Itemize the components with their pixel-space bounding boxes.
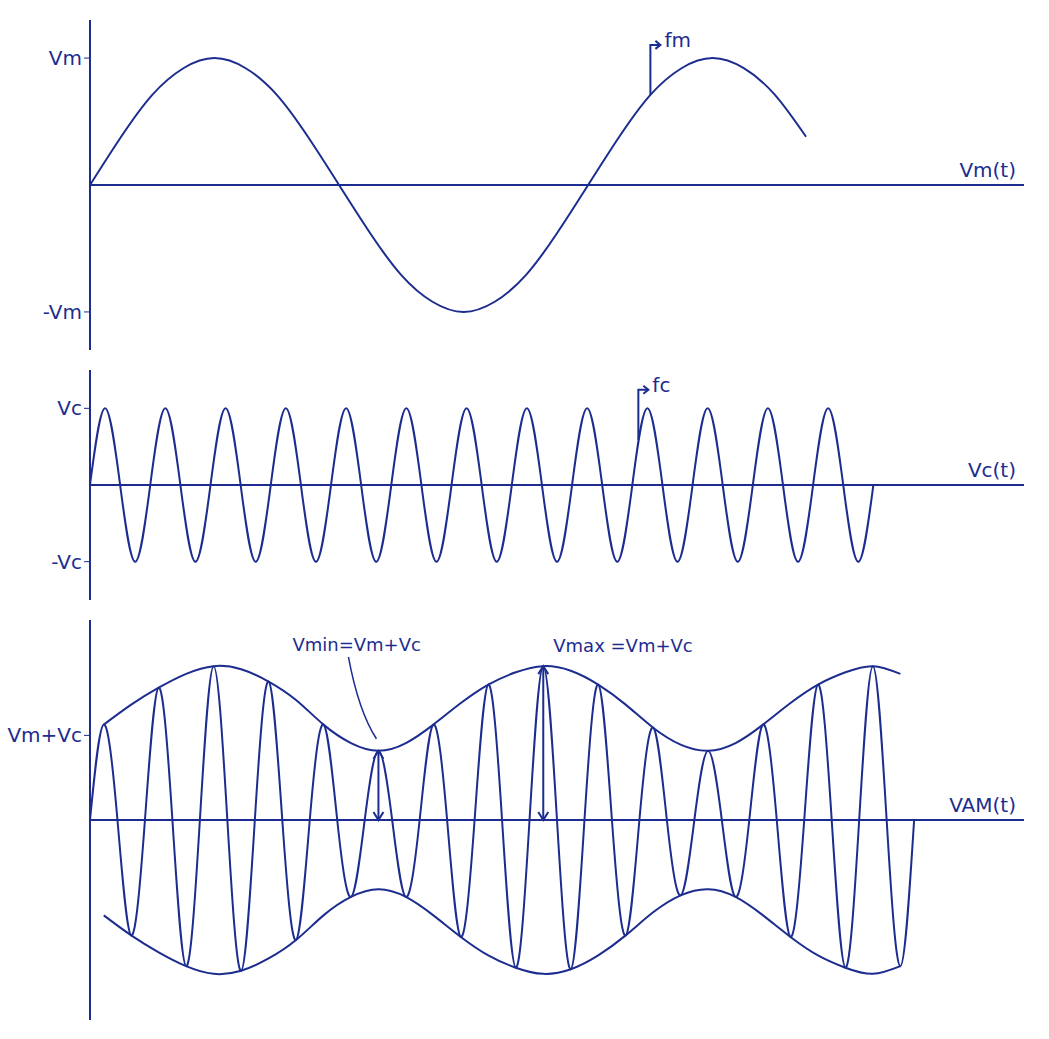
svg-text:Vc(t): Vc(t) [968, 458, 1016, 482]
svg-text:Vm(t): Vm(t) [959, 158, 1016, 182]
svg-text:Vm+Vc: Vm+Vc [7, 723, 82, 747]
svg-text:VAM(t): VAM(t) [949, 793, 1016, 817]
svg-text:-Vm: -Vm [43, 300, 82, 324]
svg-text:Vc: Vc [57, 396, 82, 420]
svg-text:Vmin=Vm+Vc: Vmin=Vm+Vc [292, 634, 420, 655]
svg-text:Vmax =Vm+Vc: Vmax =Vm+Vc [553, 635, 692, 656]
svg-text:fm: fm [664, 28, 691, 52]
svg-text:-Vc: -Vc [51, 550, 82, 574]
svg-text:Vm: Vm [49, 46, 82, 70]
svg-text:fc: fc [652, 373, 670, 397]
